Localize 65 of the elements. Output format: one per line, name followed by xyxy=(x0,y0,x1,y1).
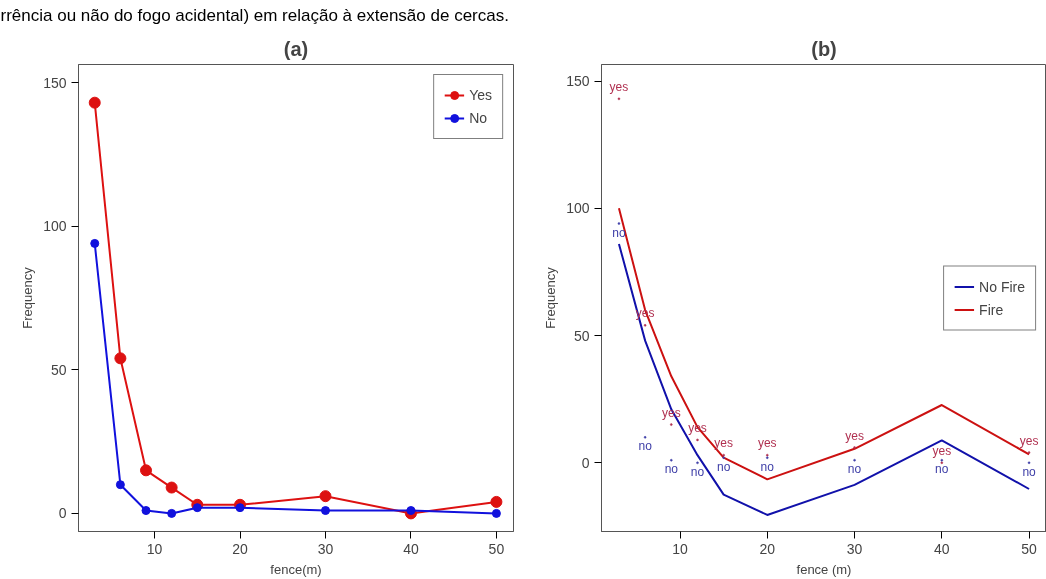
point xyxy=(670,423,673,426)
data-label: yes xyxy=(932,443,952,458)
chart-title: (a) xyxy=(283,37,309,60)
x-tick-label: 20 xyxy=(232,540,249,557)
point xyxy=(643,324,647,327)
x-tick-label: 30 xyxy=(317,540,334,557)
legend-label: Fire xyxy=(979,301,1004,317)
x-tick-label: 10 xyxy=(146,540,163,557)
point xyxy=(88,96,101,109)
point xyxy=(90,238,100,248)
point xyxy=(115,480,125,490)
x-tick-label: 30 xyxy=(846,540,863,557)
data-label: no xyxy=(638,439,653,454)
chart-title: (b) xyxy=(811,37,837,60)
data-label: no xyxy=(760,459,775,474)
text: rrência ou não do fogo acidental) em relação à extensão de cercas. xyxy=(0,6,509,25)
x-axis-title: fence (m) xyxy=(796,561,852,577)
y-tick-label: 150 xyxy=(566,73,590,90)
point xyxy=(320,506,330,516)
data-label: yes xyxy=(845,428,864,443)
point xyxy=(617,222,621,225)
point xyxy=(853,458,856,462)
x-tick-label: 50 xyxy=(1021,540,1038,557)
y-tick-label: 50 xyxy=(573,327,590,344)
data-label: yes xyxy=(757,436,777,451)
legend-label: No Fire xyxy=(979,278,1025,294)
data-label: no xyxy=(664,462,679,477)
y-tick-label: 50 xyxy=(50,361,67,378)
y-tick-label: 0 xyxy=(581,454,590,471)
legend-label: Yes xyxy=(469,87,492,103)
x-tick-label: 20 xyxy=(759,540,776,557)
x-tick-label: 10 xyxy=(672,540,689,557)
y-axis-title: Frequency xyxy=(543,266,559,329)
x-tick-label: 50 xyxy=(488,540,505,557)
point xyxy=(696,438,699,442)
x-axis-title: fence(m) xyxy=(270,561,322,577)
point xyxy=(406,506,416,516)
data-label: no xyxy=(716,459,731,474)
data-label: no xyxy=(690,464,705,479)
point xyxy=(319,490,332,503)
data-label: no xyxy=(935,462,949,477)
point xyxy=(670,458,673,462)
point xyxy=(490,495,503,508)
y-tick-label: 150 xyxy=(43,74,67,91)
data-label: yes xyxy=(609,79,629,94)
point xyxy=(141,506,151,516)
point xyxy=(165,481,178,494)
point xyxy=(192,503,202,513)
y-tick-label: 100 xyxy=(43,218,67,235)
y-axis-title: Frequency xyxy=(20,266,36,329)
x-tick-label: 40 xyxy=(934,540,950,557)
point xyxy=(235,503,245,513)
point xyxy=(114,352,127,365)
point xyxy=(491,508,501,518)
data-label: yes xyxy=(1019,433,1039,448)
legend-label: No xyxy=(469,110,489,126)
x-tick-label: 40 xyxy=(403,540,419,557)
y-tick-label: 100 xyxy=(566,200,590,217)
data-label: yes xyxy=(714,436,734,451)
point xyxy=(167,508,177,518)
data-label: no xyxy=(612,225,626,240)
y-tick-label: 0 xyxy=(58,505,67,522)
point xyxy=(140,464,153,477)
data-label: no xyxy=(1022,464,1037,479)
data-label: no xyxy=(847,462,862,477)
